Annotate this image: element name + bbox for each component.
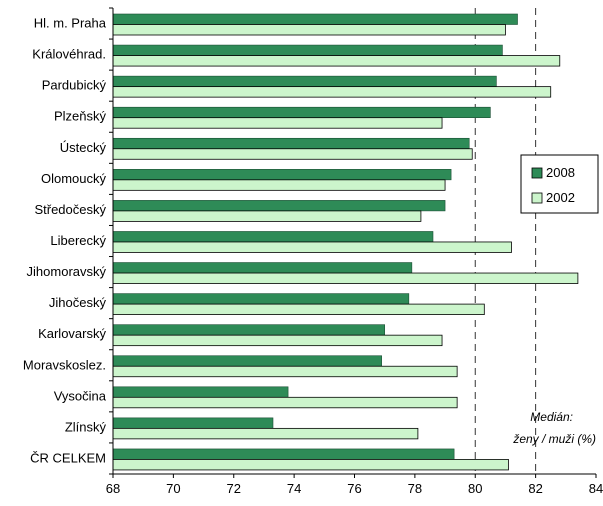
annotation-line-2: ženy / muži (%) — [512, 432, 596, 446]
bar-2008 — [112, 417, 274, 429]
bar-2002 — [112, 396, 458, 409]
bar-2008 — [112, 75, 497, 87]
category-label: Pardubický — [42, 78, 107, 93]
category-label: ČR CELKEM — [30, 450, 106, 465]
bar-2008 — [112, 324, 385, 336]
annotation: Medián: ženy / muži (%) — [512, 410, 596, 446]
bar-2002 — [112, 272, 579, 284]
bar-2002 — [112, 55, 561, 67]
category-label: Plzeňský — [54, 109, 107, 124]
x-axis: 68 70 72 74 76 78 80 82 84 — [106, 7, 603, 496]
x-tick-label: 82 — [528, 481, 542, 496]
x-tick-label: 70 — [166, 481, 180, 496]
category-label: Královéhrad. — [32, 47, 106, 62]
legend-swatch-2002 — [531, 192, 543, 204]
legend: 2008 2002 — [520, 154, 599, 214]
bar-2008 — [112, 106, 491, 118]
category-label: Jihomoravský — [27, 264, 107, 279]
legend-swatch-2008 — [531, 167, 543, 179]
bar-2002 — [112, 241, 512, 253]
bar-2008 — [112, 448, 455, 460]
category-label: Moravskoslez. — [23, 357, 106, 372]
category-label: Ústecký — [60, 140, 107, 155]
legend-label-2002: 2002 — [546, 190, 575, 205]
bar-2008 — [112, 231, 434, 243]
bar-2008 — [112, 44, 503, 56]
bar-2002 — [112, 459, 509, 471]
bar-2008 — [112, 200, 446, 212]
bar-2008 — [112, 355, 382, 367]
category-labels: Hl. m. Praha Královéhrad. Pardubický Plzeňs… — [23, 16, 107, 466]
bar-2002 — [112, 334, 443, 347]
bar-2008 — [112, 386, 289, 398]
category-label: Hl. m. Praha — [34, 16, 107, 31]
x-tick-label: 74 — [287, 481, 301, 496]
x-tick-label: 84 — [589, 481, 603, 496]
bar-2008 — [112, 262, 413, 274]
bar-2008 — [112, 169, 452, 181]
x-tick-label: 78 — [408, 481, 422, 496]
bar-2008 — [112, 293, 410, 305]
bar-2002 — [112, 427, 419, 440]
bar-2002 — [112, 148, 473, 160]
x-tick-label: 76 — [347, 481, 361, 496]
category-label: Středočeský — [34, 202, 106, 217]
bar-2002 — [112, 86, 552, 98]
x-tick-label: 72 — [227, 481, 241, 496]
bar-2008 — [112, 137, 470, 150]
bar-2002 — [112, 365, 458, 378]
bar-2008 — [112, 13, 518, 25]
category-label: Liberecký — [50, 233, 106, 248]
x-tick-label: 68 — [106, 481, 120, 496]
category-label: Jihočeský — [49, 295, 107, 310]
category-label: Vysočina — [54, 388, 107, 403]
category-label: Karlovarský — [38, 326, 106, 341]
bars — [112, 13, 579, 471]
bar-2002 — [112, 117, 443, 129]
bar-2002 — [112, 210, 422, 222]
bar-2002 — [112, 24, 506, 36]
bar-2002 — [112, 179, 446, 191]
category-label: Olomoucký — [41, 171, 107, 186]
legend-label-2008: 2008 — [546, 165, 575, 180]
category-label: Zlínský — [65, 419, 107, 434]
bar-2002 — [112, 303, 485, 316]
annotation-line-1: Medián: — [530, 410, 573, 424]
x-tick-label: 80 — [468, 481, 482, 496]
